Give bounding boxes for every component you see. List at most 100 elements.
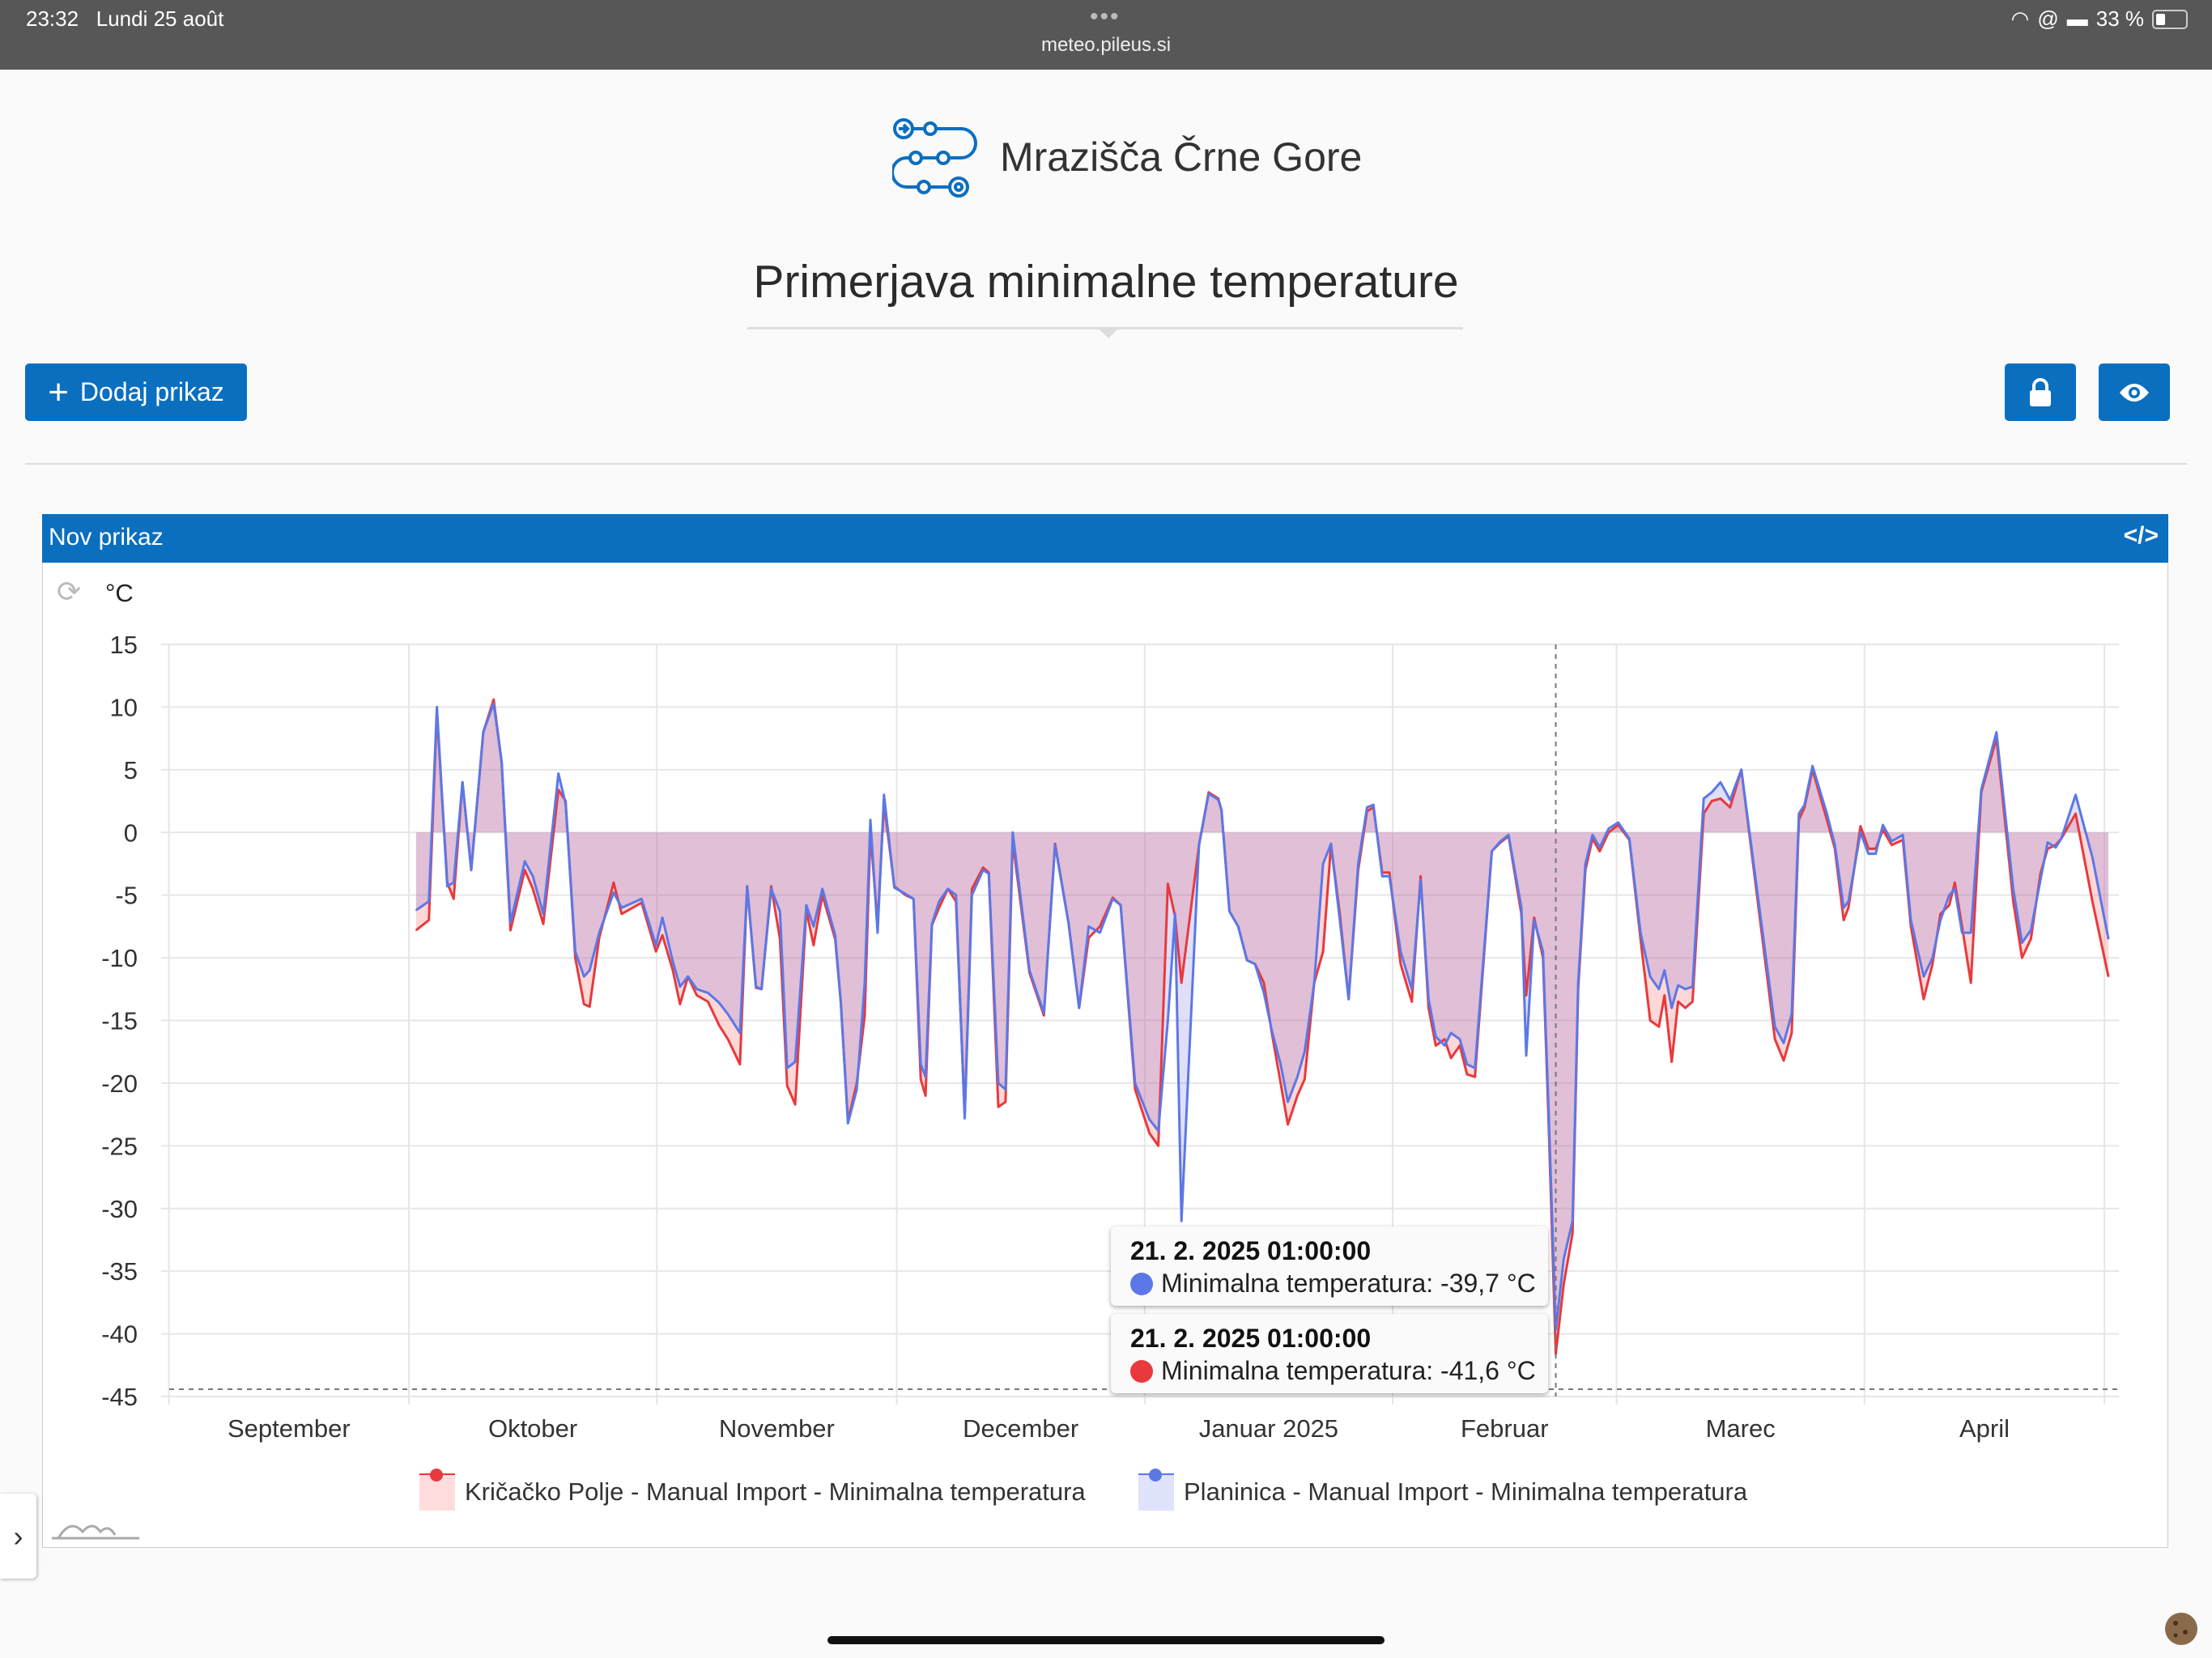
page-title[interactable]: Primerjava minimalne temperature [753,256,1459,308]
data-point [2074,794,2077,796]
add-view-label: Dodaj prikaz [79,377,224,406]
data-point [1542,950,1544,953]
panel-title[interactable]: Nov prikaz [49,524,164,551]
home-indicator[interactable] [827,1636,1385,1644]
data-point [1287,1101,1289,1103]
data-point [1263,992,1265,994]
data-point [1677,984,1679,986]
data-point [1867,848,1870,850]
data-point [532,888,534,890]
data-point [672,969,674,971]
data-point [1658,988,1660,990]
data-point [864,982,866,984]
tooltip-blue: 21. 2. 2025 01:00:00 Minimalna temperatu… [1111,1226,1548,1306]
data-point [446,886,449,887]
data-point [806,904,807,906]
x-tick-label: September [228,1414,351,1443]
data-point [1466,1063,1468,1065]
url-label[interactable]: meteo.pileus.si [1040,34,1172,56]
data-point [1547,1107,1550,1109]
data-point [1980,789,1982,791]
data-point [1043,1014,1045,1017]
data-point [1843,907,1844,908]
data-point [1005,1101,1006,1103]
data-point [988,873,989,875]
data-point [971,888,973,890]
data-point [1720,781,1721,784]
data-point [1826,813,1828,814]
cookie-icon[interactable] [2163,1611,2199,1647]
data-point [1640,932,1642,933]
data-point [1617,822,1619,823]
data-point [1208,793,1210,795]
data-point [794,1103,796,1106]
data-point [1459,1044,1461,1047]
data-point [1099,932,1101,933]
data-point [2030,929,2032,931]
legend-item-planinica[interactable]: Planinica - Manual Import - Minimalna te… [1138,1469,1747,1511]
data-point [655,950,657,953]
data-point [755,985,757,988]
data-point [998,1082,999,1084]
more-dots-icon[interactable]: ••• [1090,3,1121,30]
data-point [1491,850,1493,852]
data-point [2091,900,2094,903]
data-point [1427,998,1430,1000]
legend-item-kricacko-polje[interactable]: Kričačko Polje - Manual Import - Minimal… [419,1469,1086,1511]
data-point [1970,932,1972,933]
data-point [727,1038,729,1040]
data-point [1148,1133,1151,1134]
tooltip-date: 21. 2. 2025 01:00:00 [1130,1324,1372,1353]
series-fills [415,699,2109,1354]
data-point [2047,841,2048,844]
y-axis-unit: °C [105,579,134,607]
sleep-icon: ▬ [2066,6,2088,31]
data-point [1198,844,1200,846]
eye-button[interactable] [2099,363,2170,421]
data-point [1555,1329,1557,1331]
data-point [1691,985,1694,988]
sidebar-toggle-button[interactable]: › [0,1494,36,1579]
data-point [938,900,940,903]
data-point [679,1003,681,1005]
data-point [1043,1012,1045,1014]
data-point [574,957,576,959]
lock-button[interactable] [2005,363,2076,421]
data-point [542,923,544,925]
wifi-icon: ◠ [2010,6,2030,31]
data-point [589,1005,591,1008]
data-point [1389,875,1390,878]
data-point [718,1024,721,1027]
data-point [1148,1119,1151,1120]
data-point [687,976,689,978]
y-tick-label: 15 [110,631,138,659]
caret-down-icon[interactable] [1097,327,1120,338]
legend-label: Kričačko Polje - Manual Import - Minimal… [465,1477,1086,1506]
code-icon[interactable]: </> [2123,522,2159,549]
data-point [509,921,512,924]
data-point [904,893,907,895]
mini-chart-icon[interactable] [50,1514,143,1542]
data-point [2074,813,2077,814]
data-point [938,907,940,908]
data-point [1228,910,1231,912]
y-tick-label: -20 [101,1069,138,1098]
refresh-icon[interactable]: ⟳ [57,575,82,608]
orientation-lock-icon: @ [2037,6,2059,31]
data-point [1797,813,1800,814]
data-point [1078,1007,1080,1009]
data-point [813,925,815,928]
data-point [2030,938,2032,940]
data-point [1427,1007,1430,1009]
tooltip-red: 21. 2. 2025 01:00:00 Minimalna temperatu… [1111,1314,1548,1393]
data-point [613,891,615,894]
data-point [1677,1001,1679,1003]
data-point [1848,900,1849,903]
add-view-button[interactable]: + Dodaj prikaz [25,363,247,421]
tooltip-date: 21. 2. 2025 01:00:00 [1130,1236,1372,1265]
y-tick-label: -40 [101,1320,138,1349]
battery-icon [2152,9,2188,29]
data-point [1563,1257,1565,1260]
y-tick-label: 0 [124,818,138,847]
